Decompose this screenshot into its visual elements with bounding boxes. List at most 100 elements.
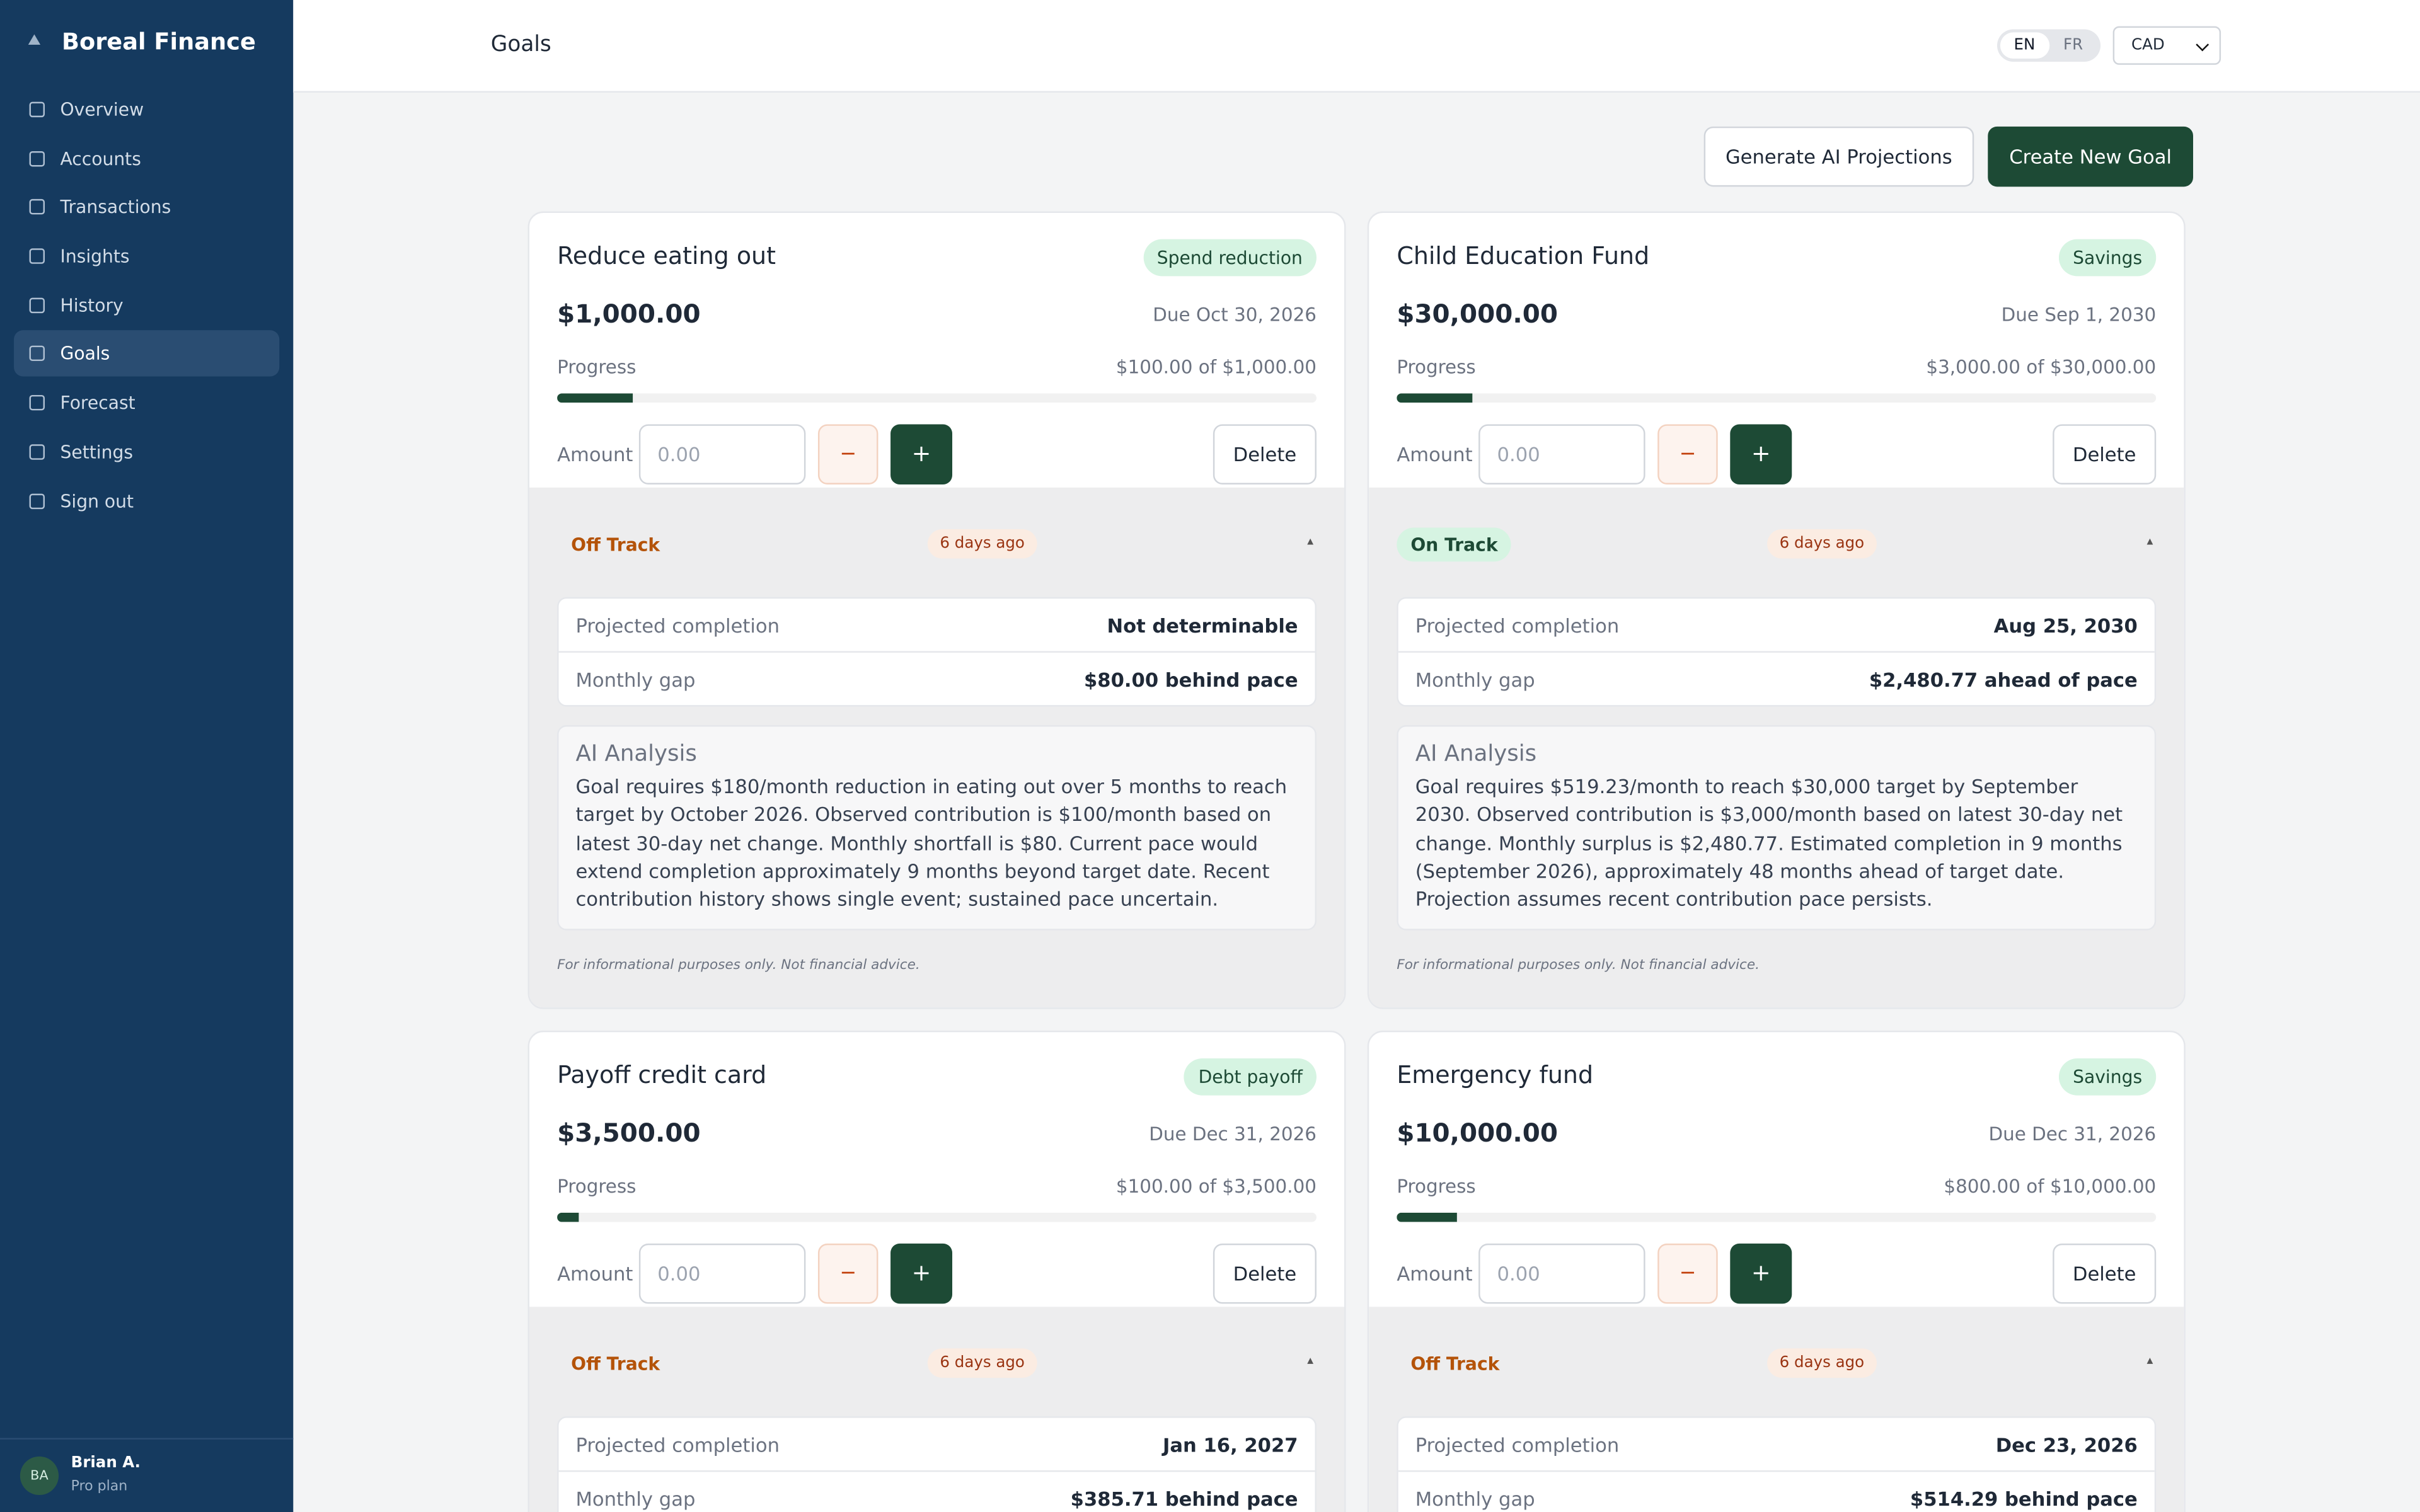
projection-panel: On Track 6 days ago Projected completion Au… [1369, 487, 2184, 1009]
delete-button[interactable]: Delete [1213, 424, 1317, 484]
goal-card: Payoff credit card Debt payoff $3,500.00 Du… [527, 1031, 1346, 1512]
nav-item[interactable]: Insights [14, 233, 279, 279]
ai-analysis: AI Analysis Goal requires $519.23/month t… [1397, 725, 2157, 931]
age-badge: 6 days ago [1767, 1349, 1877, 1379]
nav-item[interactable]: Accounts [14, 135, 279, 181]
status-badge: On Track [1397, 527, 1512, 562]
action-button[interactable]: Create New Goal [1988, 126, 2194, 187]
amount-input[interactable]: 0.00 [638, 424, 806, 484]
collapse-toggle[interactable] [2146, 538, 2153, 545]
projection-panel: Off Track 6 days ago Projected completion N… [529, 487, 1345, 1009]
brand-icon: ⛰ [28, 32, 41, 50]
amount-input[interactable]: 0.00 [1478, 1244, 1645, 1305]
delete-button[interactable]: Delete [2053, 1244, 2157, 1305]
projection-row: Projected completion Dec 23, 2026 [1398, 1419, 2155, 1471]
progress-track [1397, 393, 2157, 403]
increment-button[interactable]: + [1730, 424, 1792, 484]
nav-item[interactable]: Settings [14, 428, 279, 474]
language-option[interactable]: EN [2000, 32, 2049, 59]
currency-select[interactable]: CAD [2112, 26, 2221, 65]
language-option[interactable]: FR [2063, 37, 2083, 54]
decrement-button[interactable]: − [817, 424, 879, 484]
projection-key: Monthly gap [1415, 667, 1535, 690]
goal-title: Reduce eating out [557, 242, 776, 270]
projection-row: Monthly gap $80.00 behind pace [558, 651, 1315, 705]
goal-grid: Reduce eating out Spend reduction $1,000.0… [527, 211, 2186, 1512]
projection-panel: Off Track 6 days ago Projected completion D… [1369, 1307, 2184, 1512]
nav-item[interactable]: Transactions [14, 184, 279, 230]
progress-fill [557, 1213, 579, 1223]
age-badge: 6 days ago [927, 529, 1037, 559]
goal-title: Emergency fund [1397, 1062, 1594, 1091]
increment-button[interactable]: + [1730, 1244, 1792, 1305]
collapse-toggle[interactable] [2146, 1358, 2153, 1365]
amount-input[interactable]: 0.00 [1478, 424, 1645, 484]
ai-text: Goal requires $180/month reduction in ea… [575, 774, 1288, 911]
progress-fill [1397, 1213, 1458, 1223]
progress-label: Progress [1397, 356, 1476, 379]
projection-key: Monthly gap [575, 1487, 696, 1511]
disclaimer: For informational purposes only. Not fin… [1397, 959, 1760, 975]
status-row: Off Track 6 days ago [557, 488, 1317, 597]
delete-button[interactable]: Delete [1213, 1244, 1317, 1305]
user-plan: Pro plan [71, 1479, 128, 1496]
status-badge: Off Track [1410, 1353, 1500, 1376]
collapse-toggle[interactable] [1307, 538, 1314, 545]
decrement-button[interactable]: − [1657, 1244, 1718, 1305]
projection-row: Monthly gap $385.71 behind pace [558, 1471, 1315, 1512]
projection-value: Dec 23, 2026 [1995, 1433, 2138, 1457]
goal-tag: Savings [2059, 239, 2157, 277]
amount-label: Amount [1397, 1263, 1473, 1286]
increment-button[interactable]: + [890, 1244, 953, 1305]
ai-text: Goal requires $519.23/month to reach $30… [1415, 774, 2123, 911]
progress-track [1397, 1213, 2157, 1223]
decrement-button[interactable]: − [1657, 424, 1718, 484]
nav-item[interactable]: Goals [14, 331, 280, 377]
goal-tag: Spend reduction [1143, 239, 1317, 277]
projection-row: Monthly gap $514.29 behind pace [1398, 1471, 2155, 1512]
decrement-button[interactable]: − [817, 1244, 879, 1305]
nav-icon [29, 199, 45, 215]
nav-item[interactable]: Overview [14, 86, 279, 132]
nav-icon [29, 444, 45, 460]
amount-label: Amount [557, 1263, 633, 1286]
page-title: Goals [490, 32, 551, 57]
nav-label: Sign out [60, 490, 134, 512]
amount-input[interactable]: 0.00 [638, 1244, 806, 1305]
nav: Overview Accounts Transactions Insights Hist… [14, 86, 280, 526]
projection-key: Monthly gap [1415, 1487, 1535, 1511]
projection-key: Projected completion [1415, 613, 1620, 637]
projection-table: Projected completion Jan 16, 2027 Monthly … [557, 1417, 1317, 1512]
delete-button[interactable]: Delete [2053, 424, 2157, 484]
collapse-toggle[interactable] [1307, 1358, 1314, 1365]
goal-due: Due Dec 31, 2026 [1988, 1124, 2157, 1146]
goal-header: Emergency fund Savings $10,000.00 Due Dec 3… [1369, 1033, 2184, 1308]
progress-value: $100.00 of $3,500.00 [1115, 1176, 1317, 1198]
nav-icon [29, 151, 45, 166]
amount-label: Amount [557, 442, 633, 466]
progress-fill [1397, 393, 1473, 403]
goal-tag: Savings [2059, 1059, 2157, 1096]
projection-table: Projected completion Dec 23, 2026 Monthly … [1397, 1417, 2157, 1512]
projection-value: $385.71 behind pace [1070, 1487, 1298, 1511]
user-panel: BA Brian A. Pro plan [0, 1438, 294, 1512]
progress-fill [557, 393, 633, 403]
nav-item[interactable]: History [14, 282, 279, 328]
brand: Boreal Finance [61, 28, 256, 56]
nav-item[interactable]: Forecast [14, 380, 279, 426]
increment-button[interactable]: + [890, 424, 953, 484]
ai-title: AI Analysis [1415, 742, 1537, 767]
progress-label: Progress [1397, 1176, 1476, 1198]
goal-amount: $3,500.00 [557, 1119, 701, 1149]
projection-value: Not determinable [1107, 613, 1298, 637]
nav-item[interactable]: Sign out [14, 478, 279, 524]
language-toggle: EN FR [1997, 29, 2101, 62]
nav-icon [29, 297, 45, 313]
status-badge: Off Track [571, 534, 660, 556]
topbar: Goals EN FR CAD [293, 0, 2420, 93]
action-button[interactable]: Generate AI Projections [1703, 126, 1974, 187]
projection-value: $2,480.77 ahead of pace [1869, 667, 2138, 690]
goal-due: Due Oct 30, 2026 [1153, 304, 1317, 326]
goal-amount: $1,000.00 [557, 299, 701, 329]
status-badge: Off Track [571, 1353, 660, 1376]
